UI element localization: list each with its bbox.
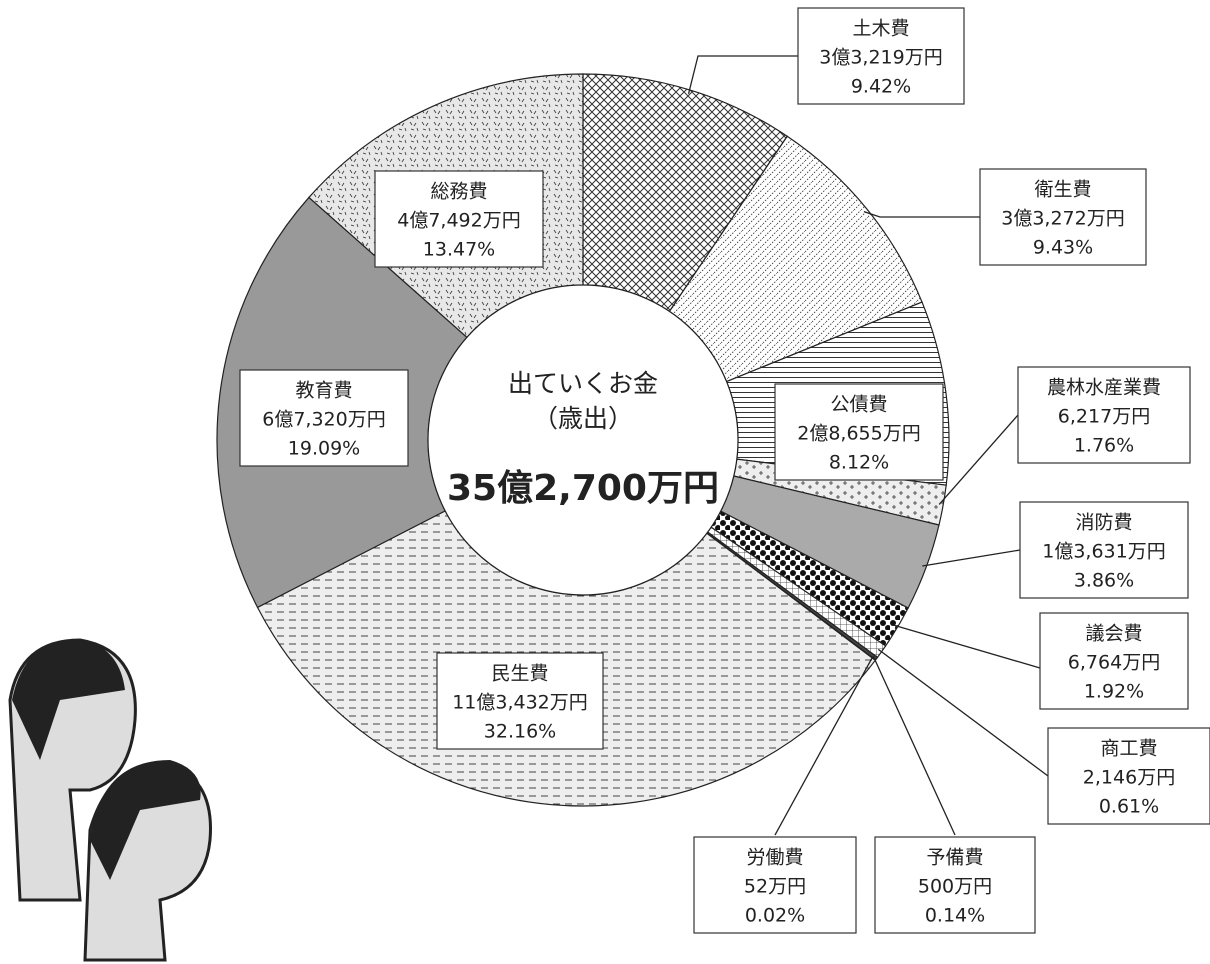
category-label: 教育費 bbox=[295, 380, 352, 402]
slice-label: 民生費 11億3,432万円 32.16% bbox=[437, 653, 603, 749]
category-label: 農林水産業費 bbox=[1047, 377, 1161, 399]
percent-label: 0.61% bbox=[1099, 796, 1159, 818]
amount-label: 6億7,320万円 bbox=[262, 409, 385, 431]
percent-label: 3.86% bbox=[1074, 570, 1134, 592]
category-label: 土木費 bbox=[852, 18, 909, 40]
amount-label: 3億3,219万円 bbox=[819, 47, 942, 69]
percent-label: 1.92% bbox=[1084, 681, 1144, 703]
leader-line bbox=[878, 649, 1048, 776]
slice-label: 議会費 6,764万円 1.92% bbox=[1040, 613, 1188, 709]
amount-label: 52万円 bbox=[744, 876, 806, 898]
slice-label: 労働費 52万円 0.02% bbox=[694, 837, 856, 933]
leader-line bbox=[689, 56, 798, 94]
center-total: 35億2,700万円 bbox=[447, 468, 719, 509]
slice-label: 農林水産業費 6,217万円 1.76% bbox=[1018, 367, 1190, 463]
percent-label: 9.43% bbox=[1033, 237, 1093, 259]
leader-line bbox=[864, 212, 980, 217]
amount-label: 11億3,432万円 bbox=[452, 692, 588, 714]
slice-label: 消防費 1億3,631万円 3.86% bbox=[1020, 502, 1188, 598]
chart: 土木費 3億3,219万円 9.42% 衛生費 3億3,272万円 9.43% 公債費 2億8… bbox=[0, 0, 1210, 964]
amount-label: 2,146万円 bbox=[1083, 767, 1175, 789]
center-line: （歳出） bbox=[533, 404, 633, 433]
category-label: 民生費 bbox=[491, 663, 548, 685]
percent-label: 19.09% bbox=[288, 438, 360, 460]
amount-label: 3億3,272万円 bbox=[1001, 208, 1124, 230]
donut-hole bbox=[428, 285, 738, 595]
leader-line bbox=[939, 415, 1018, 504]
category-label: 予備費 bbox=[926, 847, 983, 869]
category-label: 公債費 bbox=[830, 394, 887, 416]
slice-label: 衛生費 3億3,272万円 9.43% bbox=[980, 169, 1146, 265]
amount-label: 4億7,492万円 bbox=[397, 210, 520, 232]
percent-label: 8.12% bbox=[829, 452, 889, 474]
amount-label: 6,217万円 bbox=[1058, 406, 1150, 428]
leader-line bbox=[922, 550, 1020, 566]
category-label: 商工費 bbox=[1100, 738, 1157, 760]
percent-label: 0.14% bbox=[925, 905, 985, 927]
percent-label: 32.16% bbox=[484, 721, 556, 743]
slice-label: 予備費 500万円 0.14% bbox=[875, 837, 1035, 933]
slice-label: 土木費 3億3,219万円 9.42% bbox=[798, 8, 964, 104]
percent-label: 1.76% bbox=[1074, 435, 1134, 457]
slice-label: 商工費 2,146万円 0.61% bbox=[1048, 728, 1210, 824]
leader-line bbox=[873, 656, 955, 835]
percent-label: 0.02% bbox=[745, 905, 805, 927]
amount-label: 1億3,631万円 bbox=[1042, 541, 1165, 563]
category-label: 労働費 bbox=[746, 847, 803, 869]
category-label: 消防費 bbox=[1075, 512, 1132, 534]
illustration bbox=[10, 640, 211, 960]
slice-label: 教育費 6億7,320万円 19.09% bbox=[240, 370, 408, 466]
category-label: 衛生費 bbox=[1034, 179, 1091, 201]
amount-label: 2億8,655万円 bbox=[797, 423, 920, 445]
percent-label: 9.42% bbox=[851, 76, 911, 98]
slice-label: 総務費 4億7,492万円 13.47% bbox=[375, 171, 543, 267]
amount-label: 6,764万円 bbox=[1068, 652, 1160, 674]
amount-label: 500万円 bbox=[918, 876, 992, 898]
leader-line bbox=[894, 625, 1040, 668]
category-label: 議会費 bbox=[1085, 623, 1142, 645]
slice-label: 公債費 2億8,655万円 8.12% bbox=[775, 384, 943, 480]
center-line: 出ていくお金 bbox=[508, 369, 658, 398]
percent-label: 13.47% bbox=[423, 239, 495, 261]
category-label: 総務費 bbox=[430, 181, 487, 203]
